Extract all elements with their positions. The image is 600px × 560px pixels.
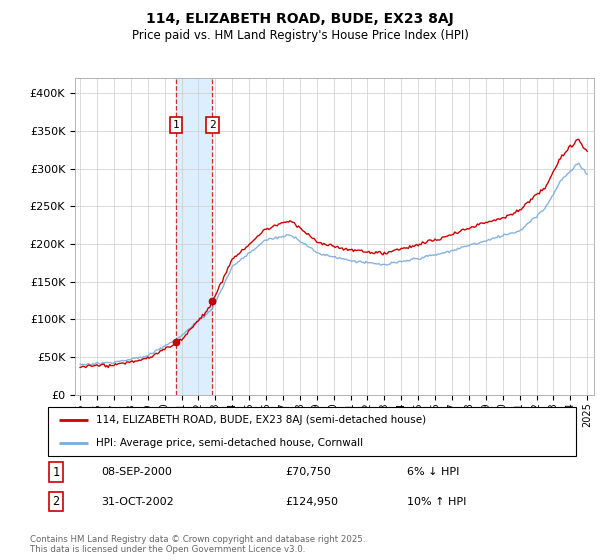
- Text: 31-OCT-2002: 31-OCT-2002: [101, 497, 173, 507]
- Text: 114, ELIZABETH ROAD, BUDE, EX23 8AJ (semi-detached house): 114, ELIZABETH ROAD, BUDE, EX23 8AJ (sem…: [95, 416, 425, 426]
- Text: 6% ↓ HPI: 6% ↓ HPI: [407, 467, 460, 477]
- FancyBboxPatch shape: [48, 407, 576, 456]
- Text: Contains HM Land Registry data © Crown copyright and database right 2025.
This d: Contains HM Land Registry data © Crown c…: [30, 535, 365, 554]
- Text: HPI: Average price, semi-detached house, Cornwall: HPI: Average price, semi-detached house,…: [95, 438, 362, 448]
- Text: 2: 2: [52, 495, 59, 508]
- Text: £124,950: £124,950: [286, 497, 338, 507]
- Text: 1: 1: [52, 465, 59, 479]
- Text: 08-SEP-2000: 08-SEP-2000: [101, 467, 172, 477]
- Text: Price paid vs. HM Land Registry's House Price Index (HPI): Price paid vs. HM Land Registry's House …: [131, 29, 469, 42]
- Text: 10% ↑ HPI: 10% ↑ HPI: [407, 497, 466, 507]
- Text: £70,750: £70,750: [286, 467, 331, 477]
- Text: 114, ELIZABETH ROAD, BUDE, EX23 8AJ: 114, ELIZABETH ROAD, BUDE, EX23 8AJ: [146, 12, 454, 26]
- Text: 2: 2: [209, 120, 216, 130]
- Text: 1: 1: [173, 120, 179, 130]
- Bar: [176, 78, 212, 395]
